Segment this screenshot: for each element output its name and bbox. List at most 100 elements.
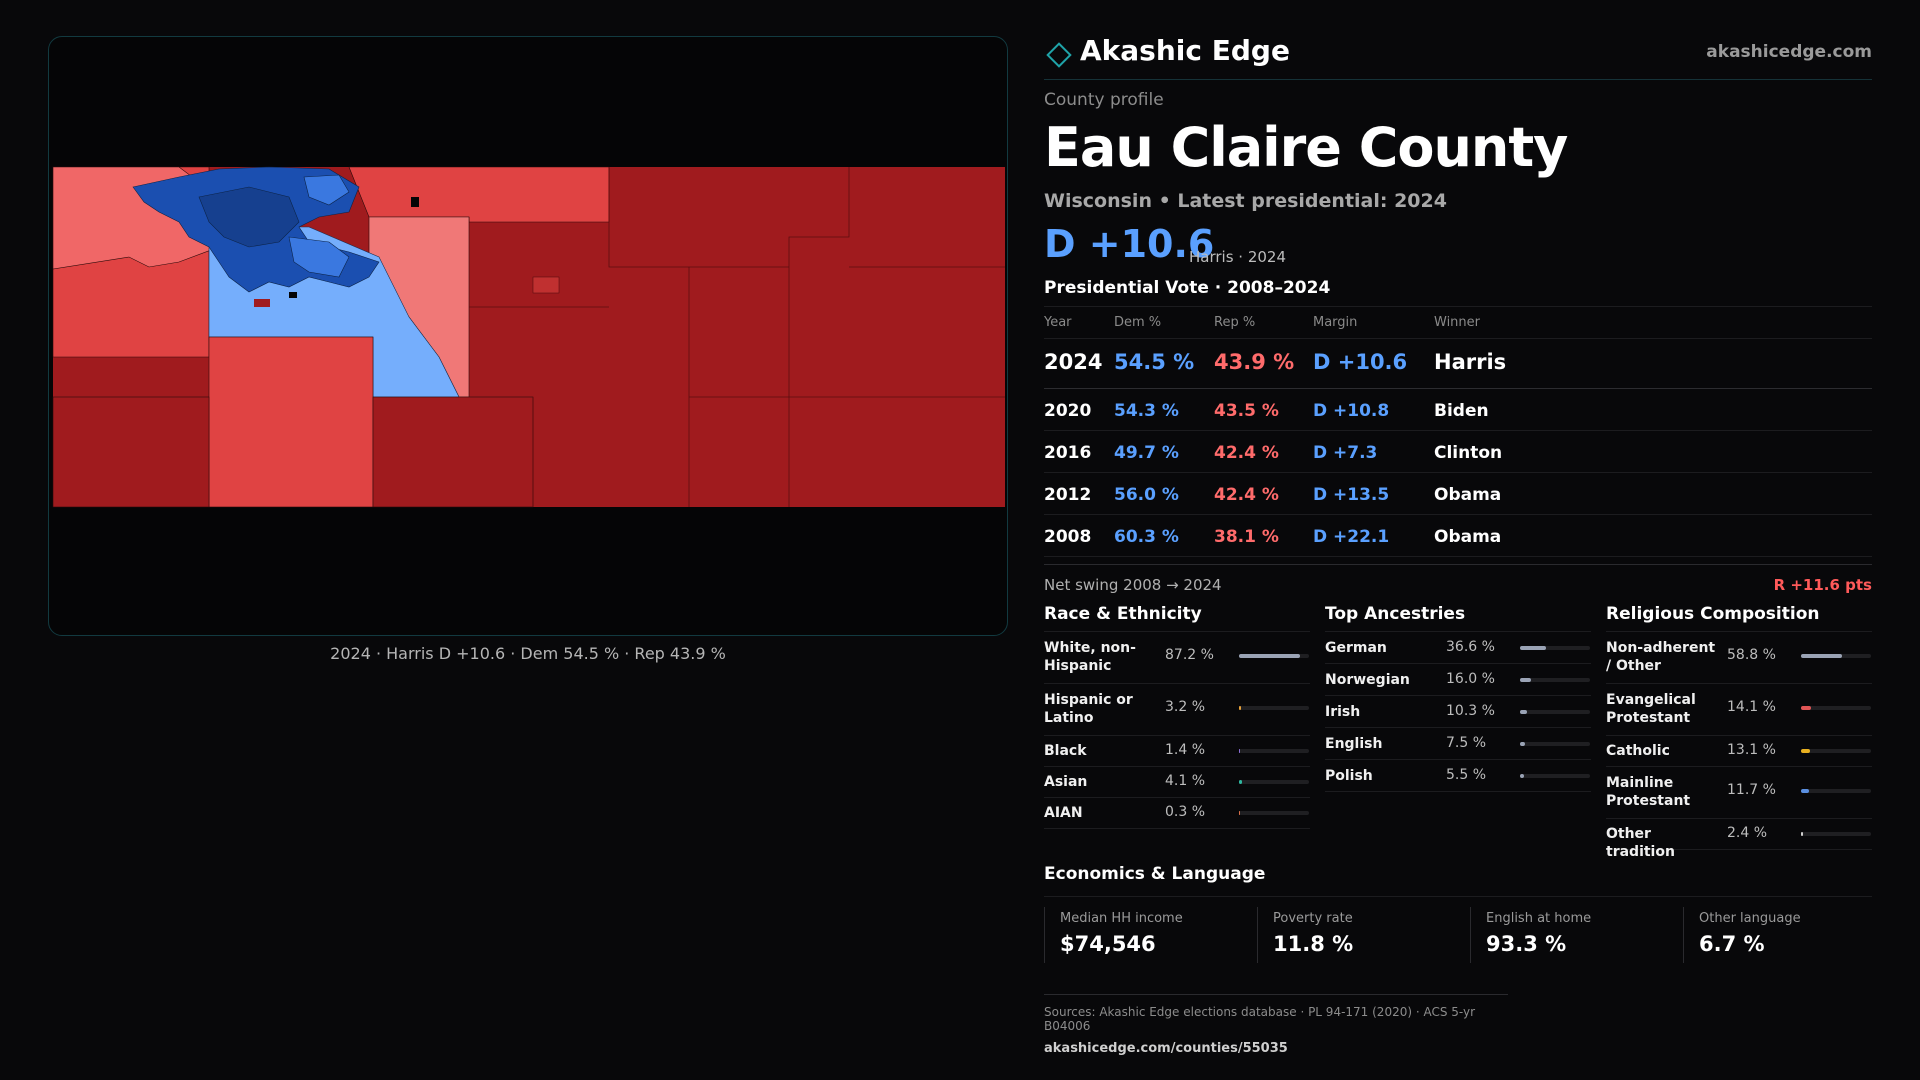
item-value: 3.2 % — [1165, 699, 1206, 715]
list-item: Norwegian 16.0 % — [1325, 664, 1591, 696]
item-label: Non-adherent / Other — [1606, 640, 1716, 674]
list-item: English 7.5 % — [1325, 728, 1591, 760]
brand-url-link[interactable]: akashicedge.com — [1706, 42, 1872, 62]
item-label: Norwegian — [1325, 672, 1410, 688]
item-label: AIAN — [1044, 805, 1083, 821]
precinct-south-3 — [372, 396, 534, 508]
page-title: Eau Claire County — [1044, 116, 1568, 179]
item-label: Other tradition — [1606, 826, 1675, 860]
presidential-vote-table: Year Dem % Rep % Margin Winner 2024 54.5… — [1044, 306, 1872, 557]
stat-label: English at home — [1486, 911, 1592, 926]
list-item: Irish 10.3 % — [1325, 696, 1591, 728]
row-rep: 42.4 % — [1214, 485, 1279, 505]
share-bar-fill — [1520, 710, 1528, 714]
row-rep: 43.5 % — [1214, 401, 1279, 421]
list-item: Non-adherent / Other 58.8 % — [1606, 632, 1872, 684]
table-header: Year Dem % Rep % Margin Winner — [1044, 307, 1872, 339]
economics-heading: Economics & Language — [1044, 864, 1266, 884]
row-winner: Obama — [1434, 527, 1502, 547]
county-permalink[interactable]: akashicedge.com/counties/55035 — [1044, 1041, 1288, 1056]
county-map-svg — [52, 166, 1005, 508]
profile-eyebrow: County profile — [1044, 90, 1164, 110]
share-bar — [1239, 749, 1309, 753]
brand-name: Akashic Edge — [1080, 34, 1290, 67]
stat-value: 6.7 % — [1699, 932, 1765, 956]
item-value: 0.3 % — [1165, 804, 1206, 820]
diamond-logo-icon — [1046, 42, 1072, 68]
list-item: Black 1.4 % — [1044, 736, 1310, 767]
share-bar — [1239, 654, 1309, 658]
stat-label: Poverty rate — [1273, 911, 1353, 926]
row-year: 2020 — [1044, 401, 1092, 421]
net-swing-label: Net swing 2008 → 2024 — [1044, 576, 1222, 594]
table-row: 2020 54.3 % 43.5 % D +10.8 Biden — [1044, 389, 1872, 431]
item-value: 5.5 % — [1446, 767, 1487, 783]
item-value: 7.5 % — [1446, 735, 1487, 751]
column-header-rep: Rep % — [1214, 315, 1256, 330]
row-year: 2008 — [1044, 527, 1092, 547]
county-profile-panel: Akashic Edge akashicedge.com County prof… — [1044, 30, 1872, 1060]
precinct-south-2 — [52, 396, 210, 508]
item-value: 4.1 % — [1165, 773, 1206, 789]
stat-label: Other language — [1699, 911, 1801, 926]
item-label: Black — [1044, 743, 1087, 759]
share-bar-fill — [1520, 646, 1546, 650]
stat-value: 11.8 % — [1273, 932, 1354, 956]
item-label: White, non-Hispanic — [1044, 640, 1136, 674]
latest-margin: D +10.6 — [1044, 222, 1215, 266]
ancestries-section: Top Ancestries German 36.6 % Norwegian 1… — [1325, 602, 1591, 792]
item-value: 14.1 % — [1727, 699, 1776, 715]
share-bar — [1801, 789, 1871, 793]
row-winner: Clinton — [1434, 443, 1503, 463]
religion-section: Religious Composition Non-adherent / Oth… — [1606, 602, 1872, 860]
row-year: 2012 — [1044, 485, 1092, 505]
list-item: Polish 5.5 % — [1325, 760, 1591, 792]
share-bar — [1801, 832, 1871, 836]
row-rep: 43.9 % — [1214, 350, 1295, 374]
row-year: 2024 — [1044, 350, 1103, 374]
item-value: 13.1 % — [1727, 742, 1776, 758]
item-label: Evangelical Protestant — [1606, 692, 1696, 726]
item-label: Polish — [1325, 768, 1373, 784]
item-label: Irish — [1325, 704, 1361, 720]
share-bar — [1520, 678, 1590, 682]
share-bar-fill — [1239, 749, 1240, 753]
share-bar-fill — [1520, 678, 1532, 682]
item-value: 58.8 % — [1727, 647, 1776, 663]
precinct-east-divisions — [469, 167, 1005, 507]
race-ethnicity-section: Race & Ethnicity White, non-Hispanic 87.… — [1044, 602, 1310, 829]
row-margin: D +13.5 — [1313, 485, 1390, 505]
list-item: Evangelical Protestant 14.1 % — [1606, 684, 1872, 736]
precinct-north — [348, 166, 610, 223]
precinct-pocket-2 — [411, 197, 419, 207]
list-item: Hispanic or Latino 3.2 % — [1044, 684, 1310, 736]
precinct-pocket-3 — [289, 292, 297, 298]
share-bar-fill — [1520, 742, 1526, 746]
item-value: 16.0 % — [1446, 671, 1495, 687]
row-dem: 56.0 % — [1114, 485, 1179, 505]
share-bar-fill — [1801, 749, 1811, 753]
precinct-urban-east — [288, 236, 350, 278]
item-label: Asian — [1044, 774, 1088, 790]
item-value: 87.2 % — [1165, 647, 1214, 663]
column-header-margin: Margin — [1313, 315, 1358, 330]
precinct-urban-north — [303, 174, 350, 206]
stat-label: Median HH income — [1060, 911, 1183, 926]
table-row: 2024 54.5 % 43.9 % D +10.6 Harris — [1044, 339, 1872, 389]
item-value: 2.4 % — [1727, 825, 1768, 841]
share-bar — [1239, 706, 1309, 710]
stat-poverty-rate: Poverty rate 11.8 % — [1257, 907, 1457, 963]
stat-value: $74,546 — [1060, 932, 1156, 956]
precinct-pocket-1 — [254, 299, 270, 307]
net-swing-row: Net swing 2008 → 2024 R +11.6 pts — [1044, 564, 1872, 596]
item-value: 1.4 % — [1165, 742, 1206, 758]
item-label: German — [1325, 640, 1387, 656]
stat-other-language: Other language 6.7 % — [1683, 907, 1883, 963]
share-bar — [1801, 654, 1871, 658]
share-bar-fill — [1801, 789, 1810, 793]
item-value: 36.6 % — [1446, 639, 1495, 655]
column-header-year: Year — [1044, 315, 1072, 330]
precinct-map[interactable] — [48, 36, 1008, 636]
stat-value: 93.3 % — [1486, 932, 1567, 956]
list-item: Mainline Protestant 11.7 % — [1606, 767, 1872, 819]
